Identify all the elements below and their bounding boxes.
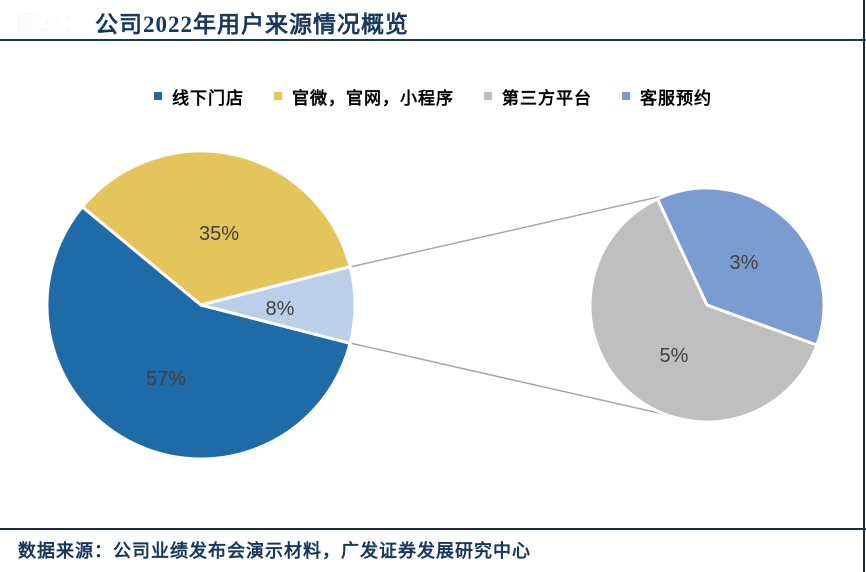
legend-label-customer-service: 客服预约 [640, 88, 712, 108]
legend-label-offline-stores: 线下门店 [172, 88, 244, 108]
footer-divider [0, 528, 866, 530]
legend-item-offline-stores: 线下门店 [154, 84, 244, 109]
data-label-third-party: 5% [660, 345, 689, 367]
legend-swatch-third-party [484, 92, 492, 100]
data-label-customer-service: 3% [730, 252, 759, 274]
page-title: 公司2022年用户来源情况概览 [95, 12, 409, 37]
legend-item-customer-service: 客服预约 [622, 84, 712, 109]
data-label-offline-stores: 57% [146, 368, 186, 390]
connector-line-top [349, 194, 668, 268]
legend-label-third-party: 第三方平台 [502, 88, 592, 108]
legend-swatch-customer-service [622, 92, 630, 100]
legend-item-third-party: 第三方平台 [484, 84, 592, 109]
secondary-pie-slice-customer-service [656, 186, 826, 347]
main-pie-slice-official-channels [80, 149, 352, 307]
data-source-note: 数据来源：公司业绩发布会演示材料，广发证券发展研究中心 [18, 541, 531, 561]
title-divider [0, 39, 866, 41]
figure-number: 图23： [16, 11, 87, 36]
data-label-grouped-other: 8% [266, 298, 295, 320]
legend-item-official-channels: 官微，官网，小程序 [274, 84, 454, 109]
main-pie-slice-grouped-other [199, 265, 357, 345]
secondary-pie-slice-third-party [588, 197, 819, 424]
legend-swatch-offline-stores [154, 92, 162, 100]
legend-swatch-official-channels [274, 92, 282, 100]
connector-line-bottom [349, 342, 664, 415]
legend-label-official-channels: 官微，官网，小程序 [292, 88, 454, 108]
chart-legend: 线下门店 官微，官网，小程序 第三方平台 客服预约 [0, 83, 866, 109]
main-pie-slice-offline-stores [45, 205, 352, 461]
page-right-border [863, 0, 865, 572]
data-label-official-channels: 35% [199, 223, 239, 245]
